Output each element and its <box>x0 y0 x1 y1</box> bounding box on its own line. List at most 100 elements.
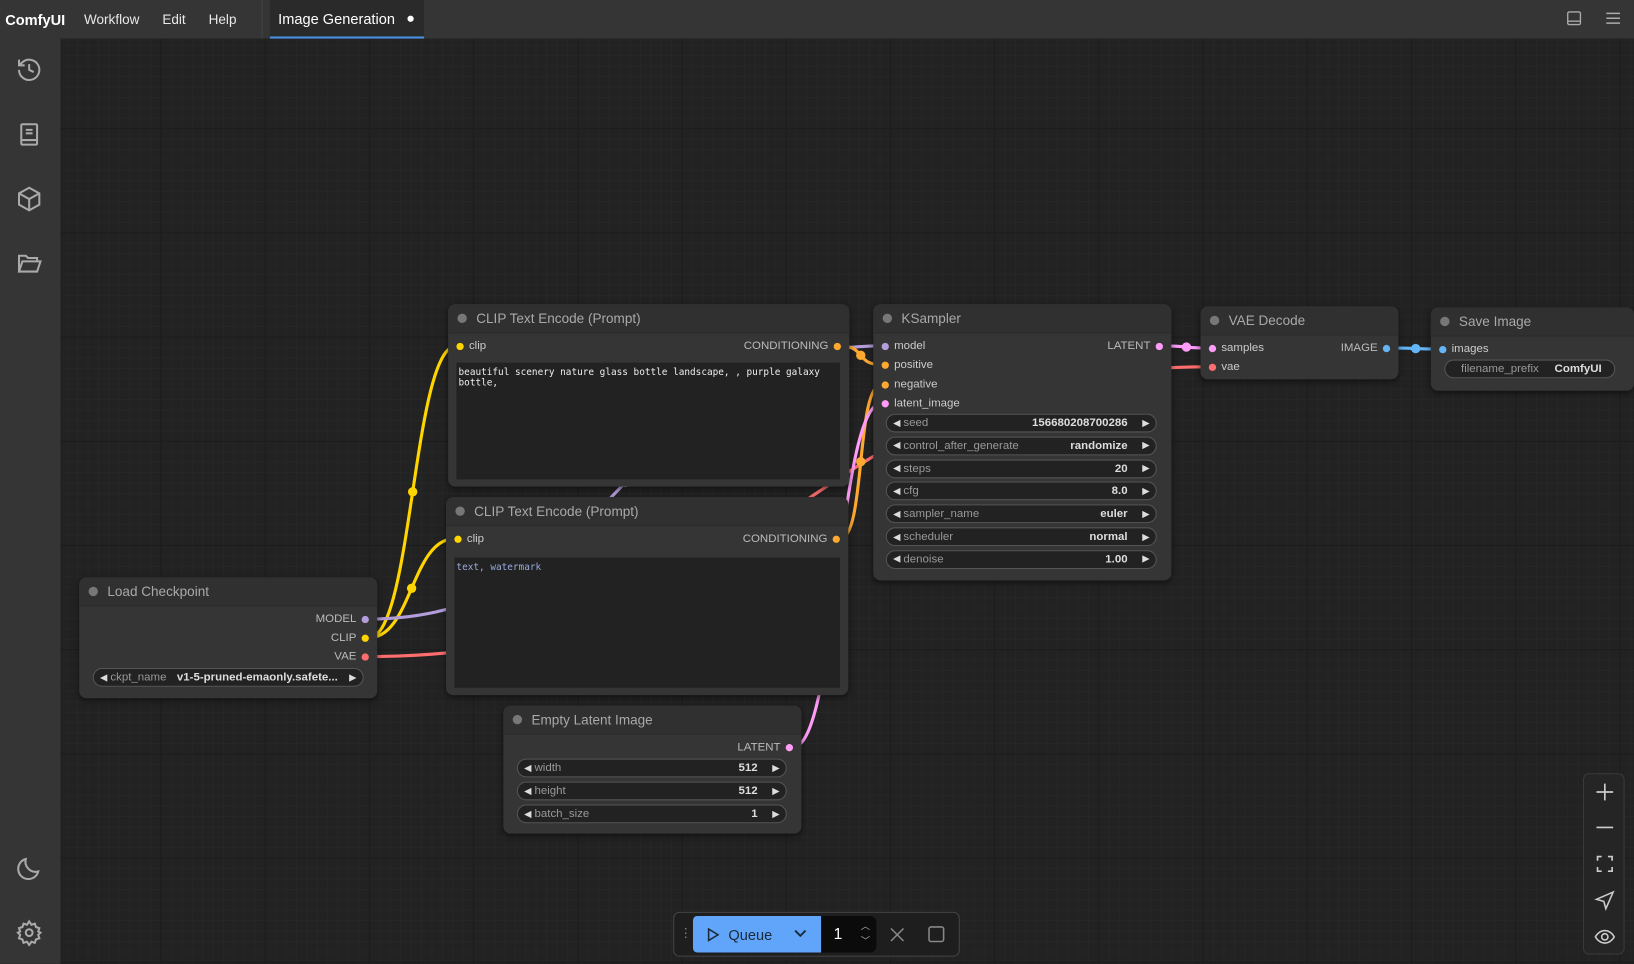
input-samples[interactable]: samples <box>1204 341 1264 356</box>
decrement-arrow-icon[interactable]: ◀ <box>893 530 901 542</box>
collapse-dot-icon[interactable] <box>455 506 465 516</box>
input-clip[interactable]: clip <box>451 339 486 354</box>
output-vae[interactable]: VAE <box>334 649 374 664</box>
increment-arrow-icon[interactable]: ▶ <box>1142 508 1150 519</box>
link-midpoint[interactable] <box>856 350 866 361</box>
workflows-folder-icon[interactable] <box>16 250 43 277</box>
widget-seed[interactable]: ◀ seed 156680208700286 ▶ <box>885 413 1157 433</box>
settings-gear-icon[interactable] <box>16 919 43 947</box>
widget-height[interactable]: ◀ height 512 ▶ <box>516 781 787 801</box>
increment-arrow-icon[interactable]: ▶ <box>1142 462 1150 474</box>
increment-arrow-icon[interactable]: ▶ <box>1142 417 1150 428</box>
zoom-in-plus-icon[interactable] <box>1593 781 1616 804</box>
node-ksampler[interactable]: KSampler model positive negative latent_… <box>873 304 1172 581</box>
node-title[interactable]: VAE Decode <box>1200 306 1399 336</box>
node-load-checkpoint[interactable]: Load Checkpoint MODEL CLIP VAE ◀ ckpt_nam… <box>79 577 378 699</box>
navigate-arrow-icon[interactable] <box>1593 889 1616 912</box>
link-midpoint[interactable] <box>1181 342 1192 352</box>
increment-arrow-icon[interactable]: ▶ <box>1142 530 1150 542</box>
decrement-arrow-icon[interactable]: ◀ <box>524 785 532 796</box>
collapse-dot-icon[interactable] <box>1440 316 1450 327</box>
decrement-arrow-icon[interactable]: ◀ <box>524 762 532 773</box>
collapse-dot-icon[interactable] <box>457 313 467 324</box>
theme-moon-icon[interactable] <box>16 855 43 882</box>
widget-batch-size[interactable]: ◀ batch_size 1 ▶ <box>516 804 787 824</box>
collapse-dot-icon[interactable] <box>1209 315 1220 326</box>
decrement-arrow-icon[interactable]: ◀ <box>893 440 901 451</box>
queue-button[interactable]: Queue <box>692 915 822 953</box>
increment-arrow-icon[interactable]: ▶ <box>772 785 780 796</box>
node-title[interactable]: Save Image <box>1430 307 1634 337</box>
widget-steps[interactable]: ◀ steps 20 ▶ <box>885 459 1157 478</box>
cancel-x-icon[interactable] <box>889 926 906 943</box>
output-latent[interactable]: LATENT <box>737 740 798 755</box>
link-midpoint[interactable] <box>407 487 418 497</box>
node-title[interactable]: CLIP Text Encode (Prompt) <box>446 497 849 527</box>
output-model[interactable]: MODEL <box>316 612 374 627</box>
menu-help[interactable]: Help <box>208 11 237 28</box>
node-clip-text-encode-negative[interactable]: CLIP Text Encode (Prompt) clip CONDITION… <box>446 497 849 696</box>
decrement-arrow-icon[interactable]: ◀ <box>893 462 901 474</box>
decrement-arrow-icon[interactable]: ◀ <box>893 417 901 428</box>
hamburger-menu-icon[interactable] <box>1605 10 1622 26</box>
batch-count-input[interactable]: 1 ︿ ﹀ <box>821 915 877 953</box>
history-icon[interactable] <box>16 56 43 83</box>
link-midpoint[interactable] <box>856 456 866 467</box>
prompt-textarea[interactable]: text, watermark <box>454 557 840 688</box>
collapse-dot-icon[interactable] <box>88 586 98 597</box>
output-latent[interactable]: LATENT <box>1107 339 1168 354</box>
fit-view-icon[interactable] <box>1593 852 1616 875</box>
output-conditioning[interactable]: CONDITIONING <box>744 339 846 354</box>
collapse-dot-icon[interactable] <box>512 714 523 725</box>
widget-sampler-name[interactable]: ◀ sampler_name euler ▶ <box>885 504 1157 524</box>
tab-image-generation[interactable]: Image Generation <box>269 0 425 39</box>
widget-control-after-generate[interactable]: ◀ control_after_generate randomize ▶ <box>885 436 1157 456</box>
widget-ckpt-name[interactable]: ◀ ckpt_name v1-5-pruned-emaonly.safete... ▶ <box>92 667 364 687</box>
decrement-arrow-icon[interactable]: ◀ <box>893 508 901 519</box>
node-title[interactable]: KSampler <box>873 304 1172 334</box>
node-clip-text-encode-positive[interactable]: CLIP Text Encode (Prompt) clip CONDITION… <box>448 304 850 487</box>
increment-arrow-icon[interactable]: ▶ <box>1142 553 1150 565</box>
increment-arrow-icon[interactable]: ▶ <box>772 808 780 819</box>
chevron-down-icon[interactable] <box>793 929 808 939</box>
model-library-icon[interactable] <box>16 185 43 212</box>
zoom-out-minus-icon[interactable] <box>1593 816 1616 839</box>
increment-arrow-icon[interactable]: ▶ <box>1142 440 1150 451</box>
node-library-icon[interactable] <box>16 121 43 148</box>
node-title[interactable]: CLIP Text Encode (Prompt) <box>448 304 850 334</box>
widget-width[interactable]: ◀ width 512 ▶ <box>516 758 787 778</box>
menu-edit[interactable]: Edit <box>162 11 186 28</box>
widget-denoise[interactable]: ◀ denoise 1.00 ▶ <box>885 550 1157 569</box>
decrement-arrow-icon[interactable]: ◀ <box>524 808 532 819</box>
input-vae[interactable]: vae <box>1204 360 1240 375</box>
drag-handle-icon[interactable]: ⋮ <box>679 925 692 940</box>
link-midpoint[interactable] <box>1410 343 1421 354</box>
widget-filename-prefix[interactable]: filename_prefix ComfyUI <box>1444 359 1616 379</box>
stepper-arrows-icon[interactable]: ︿ ﹀ <box>860 921 871 947</box>
node-save-image[interactable]: Save Image images filename_prefix ComfyUI <box>1430 307 1634 391</box>
node-title[interactable]: Load Checkpoint <box>79 577 378 607</box>
prompt-textarea[interactable]: beautiful scenery nature glass bottle la… <box>456 362 840 480</box>
increment-arrow-icon[interactable]: ▶ <box>772 762 780 773</box>
input-model[interactable]: model <box>876 339 925 354</box>
widget-cfg[interactable]: ◀ cfg 8.0 ▶ <box>885 481 1157 501</box>
link-midpoint[interactable] <box>406 583 417 593</box>
output-image[interactable]: IMAGE <box>1341 341 1396 356</box>
decrement-arrow-icon[interactable]: ◀ <box>893 553 901 565</box>
node-vae-decode[interactable]: VAE Decode samples vae IMAGE <box>1200 306 1399 380</box>
node-empty-latent-image[interactable]: Empty Latent Image LATENT ◀ width 512 ▶ ◀ hei… <box>503 705 802 834</box>
input-latent-image[interactable]: latent_image <box>876 396 960 411</box>
toggle-links-eye-icon[interactable] <box>1593 925 1616 948</box>
input-negative[interactable]: negative <box>876 377 937 392</box>
menu-workflow[interactable]: Workflow <box>83 11 140 28</box>
input-images[interactable]: images <box>1434 342 1489 357</box>
stop-square-icon[interactable] <box>927 925 945 943</box>
decrement-arrow-icon[interactable]: ◀ <box>100 671 108 683</box>
input-clip[interactable]: clip <box>449 531 484 546</box>
increment-arrow-icon[interactable]: ▶ <box>1142 485 1150 496</box>
decrement-arrow-icon[interactable]: ◀ <box>893 485 901 496</box>
output-conditioning[interactable]: CONDITIONING <box>743 531 845 546</box>
input-positive[interactable]: positive <box>876 357 933 372</box>
collapse-dot-icon[interactable] <box>882 313 893 324</box>
output-clip[interactable]: CLIP <box>331 630 374 645</box>
